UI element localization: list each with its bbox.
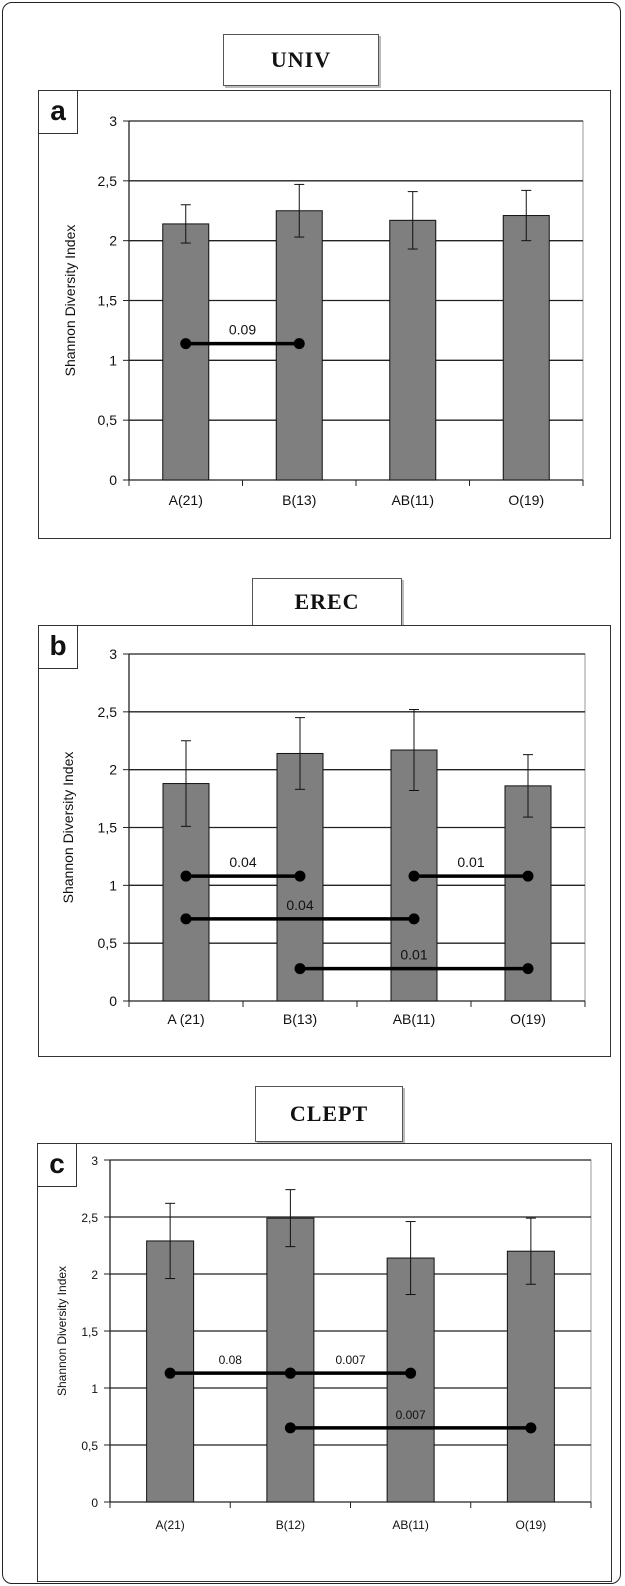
comparison-label: 0.007 bbox=[396, 1408, 426, 1422]
panel-c-plot: 0 0,5 1 1,5 2 2,5 3 Shannon Diversity Index A(21… bbox=[55, 1154, 592, 1532]
panel-c-chart: c 0 0,5 1 1,5 2 2,5 3 Shannon Diversity Index A(… bbox=[37, 1143, 612, 1582]
comparison-label: 0.09 bbox=[229, 322, 256, 338]
comparison-dot bbox=[408, 870, 420, 882]
y-tick-label: 2 bbox=[109, 762, 117, 778]
comparison-dot bbox=[180, 870, 192, 882]
y-tick-label: 0,5 bbox=[98, 412, 118, 428]
panel-b-chart: b 0 0,5 1 1,5 2 2,5 3 Shannon Diversity Index A … bbox=[38, 625, 611, 1057]
category-label: O(19) bbox=[516, 1518, 547, 1532]
comparison-dot bbox=[525, 1422, 537, 1434]
panel-a-chart: a 0 0,5 1 1,5 2 2,5 3 Shannon Diversity Index A(… bbox=[38, 90, 611, 539]
y-tick-label: 1 bbox=[109, 352, 117, 368]
y-tick-label: 0,5 bbox=[81, 1439, 98, 1453]
comparison-dot bbox=[284, 1422, 296, 1434]
y-tick-label: 3 bbox=[109, 113, 117, 129]
comparison-label: 0.04 bbox=[286, 897, 313, 913]
panel-b-title: EREC bbox=[252, 578, 402, 626]
comparison-dot bbox=[294, 870, 306, 882]
bar bbox=[389, 219, 437, 481]
bar bbox=[266, 1217, 315, 1503]
y-axis-label: Shannon Diversity Index bbox=[60, 752, 76, 904]
panel-b-letter: b bbox=[38, 625, 78, 669]
y-tick-label: 2 bbox=[109, 233, 117, 249]
panel-a-title: UNIV bbox=[223, 34, 379, 86]
comparison-dot bbox=[522, 963, 534, 975]
category-label: AB(11) bbox=[392, 1518, 428, 1532]
category-label: A (21) bbox=[167, 1011, 204, 1027]
comparison-label: 0.01 bbox=[457, 854, 484, 870]
y-tick-label: 3 bbox=[109, 646, 117, 662]
comparison-dot bbox=[522, 870, 534, 882]
category-label: B(12) bbox=[276, 1518, 305, 1532]
y-tick-label: 0 bbox=[109, 993, 117, 1009]
comparison-dot bbox=[294, 963, 306, 975]
comparison-dot bbox=[293, 338, 305, 350]
y-tick-label: 1,5 bbox=[98, 820, 118, 836]
y-tick-label: 1,5 bbox=[81, 1325, 98, 1339]
y-tick-label: 0,5 bbox=[98, 935, 118, 951]
bar bbox=[506, 1250, 555, 1503]
y-tick-label: 1 bbox=[91, 1382, 98, 1396]
y-tick-label: 1,5 bbox=[98, 293, 118, 309]
y-tick-label: 2,5 bbox=[98, 704, 118, 720]
comparison-dot bbox=[180, 913, 192, 925]
comparison-label: 0.08 bbox=[219, 1353, 243, 1367]
y-tick-label: 2,5 bbox=[81, 1211, 98, 1225]
category-label: AB(11) bbox=[393, 1011, 436, 1027]
bar bbox=[502, 215, 550, 481]
comparison-label: 0.01 bbox=[400, 947, 427, 963]
category-label: AB(11) bbox=[391, 492, 434, 508]
category-label: B(13) bbox=[283, 1011, 317, 1027]
panel-a-plot: 0 0,5 1 1,5 2 2,5 3 Shannon Diversity Index A(21… bbox=[62, 113, 584, 508]
comparison-label: 0.04 bbox=[229, 854, 256, 870]
y-tick-label: 2,5 bbox=[98, 173, 118, 189]
y-axis-label: Shannon Diversity Index bbox=[55, 1266, 69, 1396]
comparison-dot bbox=[405, 1367, 417, 1379]
category-label: O(19) bbox=[508, 492, 544, 508]
comparison-dot bbox=[284, 1367, 296, 1379]
y-axis-label: Shannon Diversity Index bbox=[62, 225, 78, 377]
panel-b-plot: 0 0,5 1 1,5 2 2,5 3 Shannon Diversity Index A (2… bbox=[60, 646, 586, 1027]
comparison-dot bbox=[164, 1367, 176, 1379]
category-label: O(19) bbox=[510, 1011, 546, 1027]
panel-c-title: CLEPT bbox=[255, 1086, 403, 1142]
comparison-dot bbox=[408, 913, 420, 925]
bar bbox=[386, 1257, 435, 1503]
y-tick-label: 0 bbox=[91, 1496, 98, 1510]
panel-a-letter: a bbox=[38, 90, 78, 134]
category-label: A(21) bbox=[155, 1518, 184, 1532]
y-tick-label: 3 bbox=[91, 1154, 98, 1168]
y-tick-label: 1 bbox=[109, 877, 117, 893]
y-tick-label: 2 bbox=[91, 1268, 98, 1282]
comparison-label: 0.007 bbox=[335, 1353, 365, 1367]
y-tick-label: 0 bbox=[109, 472, 117, 488]
comparison-dot bbox=[180, 338, 192, 350]
panel-c-letter: c bbox=[37, 1143, 77, 1187]
category-label: B(13) bbox=[282, 492, 316, 508]
bar bbox=[162, 223, 210, 481]
category-label: A(21) bbox=[169, 492, 203, 508]
